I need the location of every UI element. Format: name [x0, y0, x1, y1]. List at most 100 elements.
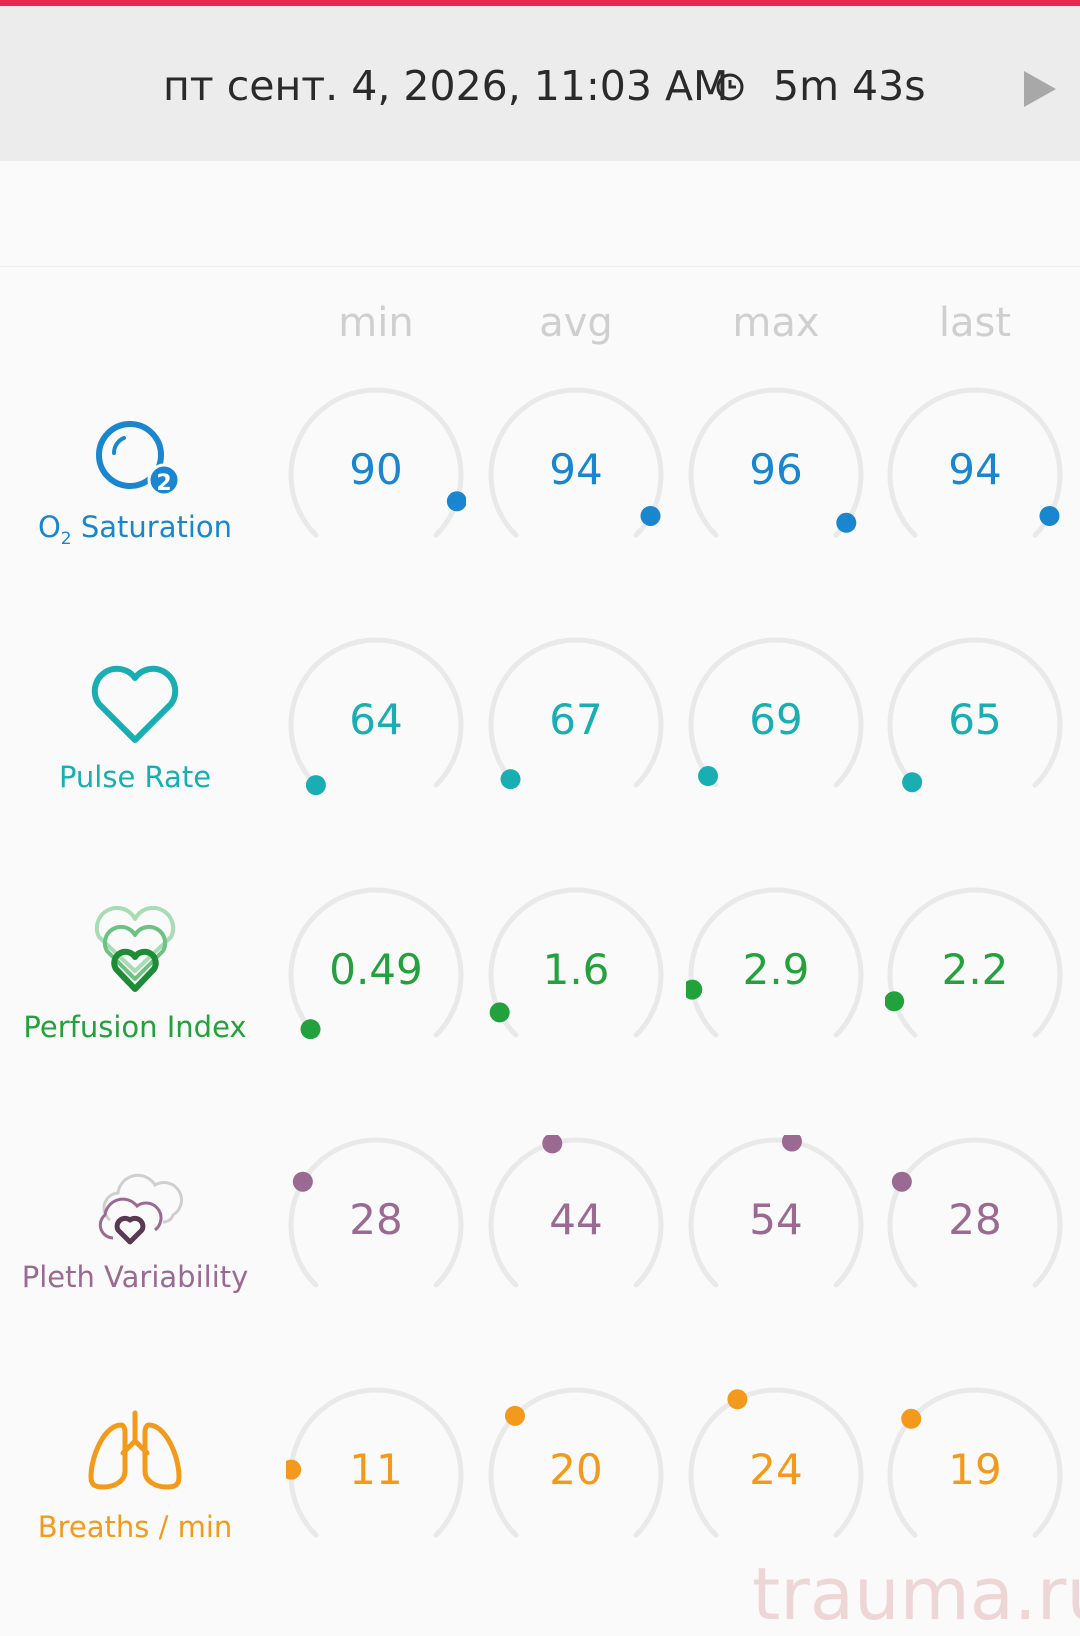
gauge-pvi-min: 28	[286, 1135, 466, 1315]
gauge-track	[887, 637, 1063, 788]
column-header-max: max	[732, 300, 820, 346]
gauge-value: 67	[549, 695, 603, 744]
gauge-marker	[1039, 505, 1060, 526]
gauge-marker	[500, 769, 521, 790]
lungs-icon	[88, 1410, 182, 1490]
stacked-hearts-icon	[94, 905, 176, 992]
gauge-track	[488, 387, 664, 538]
gauge-dial	[887, 1137, 1063, 1288]
gauge-marker	[286, 1459, 302, 1480]
gauge-marker	[300, 1019, 321, 1040]
gauge-pulse-last: 65	[885, 635, 1065, 815]
gauge-pi-max: 2.9	[686, 885, 866, 1065]
gauge-value: 65	[948, 695, 1002, 744]
gauge-dial	[488, 1135, 664, 1288]
gauge-dial	[488, 387, 664, 538]
perfusion-index-label: Perfusion Index	[23, 1010, 247, 1044]
pulse-rate-label: Pulse Rate	[58, 760, 212, 794]
session-header: пт сент. 4, 2026, 11:03 AM 5m 43s	[0, 6, 1080, 161]
section-divider	[0, 266, 1080, 267]
gauge-track	[887, 387, 1063, 538]
column-header-min: min	[338, 300, 414, 346]
gauge-pulse-avg: 67	[486, 635, 666, 815]
gauge-marker	[901, 1408, 922, 1429]
gauge-resp-min: 11	[286, 1385, 466, 1565]
gauge-dial	[288, 637, 464, 796]
column-header-avg: avg	[539, 300, 613, 346]
o2-bubble-icon: 2	[96, 421, 181, 497]
gauge-value: 96	[749, 445, 803, 494]
gauge-track	[288, 1387, 464, 1538]
gauge-track	[688, 637, 864, 788]
gauge-dial	[885, 887, 1063, 1038]
gauge-track	[288, 887, 464, 1038]
gauge-dial	[887, 387, 1063, 538]
gauge-marker	[885, 991, 905, 1012]
gauge-dial	[488, 1387, 664, 1538]
gauge-value: 1.6	[542, 945, 610, 994]
clock-icon	[716, 73, 744, 101]
gauge-track	[887, 1137, 1063, 1288]
gauge-value: 69	[749, 695, 803, 744]
breaths-per-min-label: Breaths / min	[37, 1510, 233, 1544]
top-accent-bar	[0, 0, 1080, 6]
gauge-o2-avg: 94	[486, 385, 666, 565]
gauge-resp-last: 19	[885, 1385, 1065, 1565]
o2-saturation-label: O2 Saturation	[37, 510, 233, 549]
gauge-pi-min: 0.49	[286, 885, 466, 1065]
gauge-dial	[887, 637, 1063, 793]
gauge-dial	[688, 1387, 864, 1538]
gauge-pi-avg: 1.6	[486, 885, 666, 1065]
gauge-track	[288, 1137, 464, 1288]
gauge-track	[488, 637, 664, 788]
gauge-marker	[902, 772, 923, 793]
gauge-pulse-max: 69	[686, 635, 866, 815]
gauge-track	[688, 1137, 864, 1288]
gauge-marker	[640, 505, 661, 526]
gauge-track	[288, 637, 464, 788]
gauge-dial	[688, 1135, 864, 1288]
gauge-value: 20	[549, 1445, 603, 1494]
column-header-last: last	[938, 300, 1012, 346]
gauge-marker	[504, 1405, 525, 1426]
play-icon[interactable]	[1022, 69, 1058, 109]
gauge-dial	[488, 887, 664, 1038]
gauge-resp-max: 24	[686, 1385, 866, 1565]
gauge-track	[488, 1387, 664, 1538]
gauge-value: 28	[948, 1195, 1002, 1244]
gauge-value: 0.49	[329, 945, 423, 994]
gauge-dial	[688, 637, 864, 788]
session-datetime: пт сент. 4, 2026, 11:03 AM	[163, 62, 729, 110]
gauge-track	[488, 887, 664, 1038]
gauge-o2-min: 90	[286, 385, 466, 565]
gauge-pvi-max: 54	[686, 1135, 866, 1315]
gauge-value: 11	[349, 1445, 403, 1494]
gauge-pvi-last: 28	[885, 1135, 1065, 1315]
gauge-dial	[288, 887, 464, 1040]
gauge-track	[488, 1137, 664, 1288]
gauge-o2-max: 96	[686, 385, 866, 565]
gauge-value: 90	[349, 445, 403, 494]
gauge-value: 28	[349, 1195, 403, 1244]
gauge-pulse-min: 64	[286, 635, 466, 815]
gauge-value: 44	[549, 1195, 603, 1244]
gauge-marker	[698, 766, 719, 787]
session-duration: 5m 43s	[773, 62, 926, 110]
gauge-marker	[292, 1171, 313, 1192]
gauge-marker	[891, 1171, 912, 1192]
gauge-dial	[488, 637, 664, 790]
gauge-dial	[288, 387, 466, 538]
gauge-pi-last: 2.2	[885, 885, 1065, 1065]
gauge-value: 54	[749, 1195, 803, 1244]
pleth-variability-label: Pleth Variability	[21, 1260, 249, 1294]
gauge-value: 2.2	[941, 945, 1009, 994]
gauge-marker	[489, 1002, 510, 1023]
gauge-dial	[887, 1387, 1063, 1538]
gauge-marker	[686, 979, 703, 1000]
gauge-marker	[781, 1135, 802, 1152]
gauge-track	[688, 387, 864, 538]
watermark: trauma.ru	[752, 1552, 1080, 1636]
gauge-track	[688, 1387, 864, 1538]
gauge-o2-last: 94	[885, 385, 1065, 565]
gauge-value: 19	[948, 1445, 1002, 1494]
